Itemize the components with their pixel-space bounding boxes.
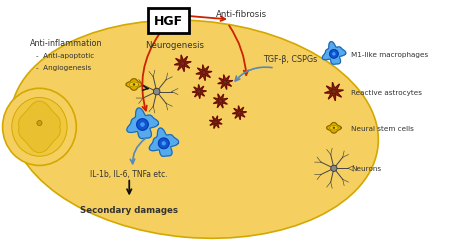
Circle shape <box>162 142 166 146</box>
Polygon shape <box>210 116 222 129</box>
Polygon shape <box>232 106 246 120</box>
Circle shape <box>37 121 42 126</box>
Polygon shape <box>196 66 212 81</box>
Circle shape <box>133 84 135 86</box>
Circle shape <box>333 127 335 130</box>
Circle shape <box>332 53 336 56</box>
Polygon shape <box>18 102 60 153</box>
Polygon shape <box>158 138 169 149</box>
Text: Reactive astrocytes: Reactive astrocytes <box>351 89 422 95</box>
Text: Secondary damages: Secondary damages <box>80 205 178 214</box>
Text: IL-1b, IL-6, TNFa etc.: IL-1b, IL-6, TNFa etc. <box>91 169 168 178</box>
Ellipse shape <box>2 89 76 166</box>
Circle shape <box>153 89 160 96</box>
Circle shape <box>181 62 185 66</box>
Circle shape <box>214 121 218 124</box>
Polygon shape <box>149 128 179 157</box>
Polygon shape <box>137 119 148 131</box>
Polygon shape <box>325 83 343 102</box>
Text: TGF-β, CSPGs: TGF-β, CSPGs <box>263 55 317 64</box>
Ellipse shape <box>12 98 67 156</box>
Text: HGF: HGF <box>154 15 183 28</box>
Ellipse shape <box>10 21 378 238</box>
Text: Neural stem cells: Neural stem cells <box>351 125 414 131</box>
Polygon shape <box>192 85 206 99</box>
Text: -  Angiogenesis: - Angiogenesis <box>36 64 91 70</box>
Polygon shape <box>174 56 191 72</box>
Text: Anti-fibrosis: Anti-fibrosis <box>216 10 267 19</box>
Polygon shape <box>218 76 233 90</box>
FancyBboxPatch shape <box>148 9 189 34</box>
Circle shape <box>140 123 145 127</box>
Text: Anti-inflammation: Anti-inflammation <box>30 38 102 48</box>
Circle shape <box>331 166 337 172</box>
Text: Neurogenesis: Neurogenesis <box>145 41 204 50</box>
Text: Neurons: Neurons <box>351 166 382 172</box>
Circle shape <box>197 90 201 94</box>
Text: M1-like macrophages: M1-like macrophages <box>351 52 428 58</box>
Polygon shape <box>329 50 338 59</box>
Polygon shape <box>126 79 142 91</box>
Text: -  Anti-apoptotic: - Anti-apoptotic <box>36 53 94 59</box>
Circle shape <box>237 112 241 115</box>
Circle shape <box>223 81 227 85</box>
Polygon shape <box>213 94 228 108</box>
Circle shape <box>202 72 206 76</box>
Polygon shape <box>327 123 341 134</box>
Polygon shape <box>322 42 346 65</box>
Polygon shape <box>127 108 158 139</box>
Polygon shape <box>129 82 139 88</box>
Polygon shape <box>329 126 338 130</box>
Circle shape <box>331 90 336 94</box>
Circle shape <box>219 100 222 103</box>
